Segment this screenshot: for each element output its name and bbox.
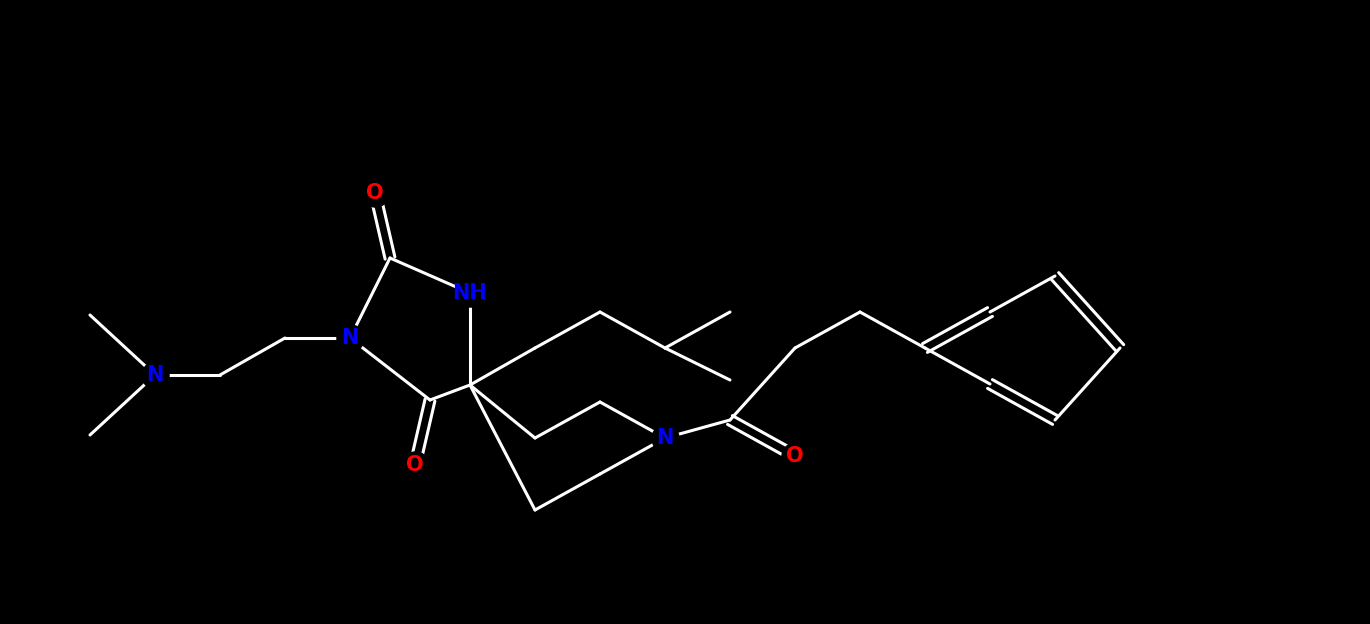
Text: N: N — [147, 365, 163, 385]
Text: NH: NH — [452, 283, 488, 303]
Text: N: N — [341, 328, 359, 348]
Text: O: O — [406, 455, 423, 475]
Text: O: O — [366, 183, 384, 203]
Text: O: O — [786, 446, 804, 466]
Text: N: N — [656, 428, 674, 448]
